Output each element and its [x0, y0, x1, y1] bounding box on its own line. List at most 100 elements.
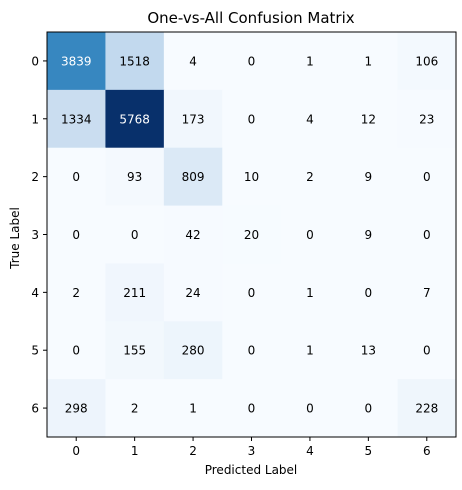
heatmap-cell — [105, 205, 165, 264]
cell-value-label: 0 — [423, 228, 431, 242]
cell-value-label: 1 — [306, 344, 314, 358]
heatmap-cell — [397, 89, 457, 149]
cell-value-label: 5768 — [119, 112, 150, 126]
heatmap-cell — [47, 321, 106, 380]
cell-value-label: 2 — [72, 286, 80, 300]
cell-value-label: 0 — [72, 344, 80, 358]
heatmap-cell — [222, 379, 282, 438]
cell-value-label: 809 — [182, 170, 205, 184]
cell-value-label: 1 — [306, 54, 314, 68]
heatmap-cell — [163, 147, 223, 207]
y-tick-label: 1 — [31, 112, 39, 126]
heatmap-cell — [339, 147, 399, 207]
cell-value-label: 0 — [72, 170, 80, 184]
cell-value-label: 106 — [415, 54, 438, 68]
heatmap-cell — [397, 32, 457, 91]
y-axis-ticks: 0 1 2 3 4 5 6 — [31, 54, 47, 416]
heatmap-cell — [339, 89, 399, 149]
cell-value-label: 0 — [365, 402, 373, 416]
heatmap-cell — [280, 89, 340, 149]
cell-value-label: 0 — [306, 402, 314, 416]
x-tick-label: 1 — [131, 444, 139, 458]
heatmap-cell — [339, 321, 399, 380]
x-tick-label: 3 — [248, 444, 256, 458]
cell-value-label: 0 — [248, 344, 256, 358]
y-tick-label: 3 — [31, 228, 39, 242]
cell-value-label: 4 — [189, 54, 197, 68]
heatmap-cell — [339, 379, 399, 438]
heatmap-cell — [105, 147, 165, 207]
heatmap-cell — [339, 205, 399, 264]
cell-value-label: 155 — [123, 344, 146, 358]
heatmap-cell — [339, 263, 399, 322]
heatmap-cell — [47, 147, 106, 207]
heatmap-cell — [163, 89, 223, 149]
cell-value-label: 298 — [65, 402, 88, 416]
heatmap-cell — [222, 205, 282, 264]
heatmap-cell — [47, 205, 106, 264]
cell-value-label: 1 — [365, 54, 373, 68]
cell-value-label: 0 — [131, 228, 139, 242]
heatmap-cell — [105, 89, 165, 149]
cell-value-label: 1 — [306, 286, 314, 300]
y-tick-label: 5 — [31, 344, 39, 358]
heatmap-cell — [105, 263, 165, 322]
cell-value-label: 24 — [185, 286, 200, 300]
cell-value-label: 20 — [244, 228, 259, 242]
cell-value-label: 228 — [415, 402, 438, 416]
heatmap-cell — [163, 205, 223, 264]
heatmap-cell — [280, 147, 340, 207]
cell-value-label: 0 — [423, 170, 431, 184]
cell-value-label: 9 — [365, 170, 373, 184]
heatmap-cell — [47, 89, 106, 149]
cell-value-label: 0 — [248, 112, 256, 126]
x-axis-label: Predicted Label — [205, 463, 298, 477]
x-tick-label: 2 — [189, 444, 197, 458]
cell-value-label: 1334 — [61, 112, 92, 126]
heatmap-cell — [397, 263, 457, 322]
cell-value-label: 0 — [423, 344, 431, 358]
heatmap-cell — [163, 379, 223, 438]
cell-value-label: 10 — [244, 170, 259, 184]
heatmap-cell — [105, 321, 165, 380]
heatmap-cell — [47, 32, 106, 91]
cell-value-label: 12 — [361, 112, 376, 126]
y-tick-label: 2 — [31, 170, 39, 184]
cell-value-label: 173 — [182, 112, 205, 126]
x-tick-label: 0 — [72, 444, 80, 458]
cell-value-label: 9 — [365, 228, 373, 242]
heatmap-cell — [397, 321, 457, 380]
cell-value-label: 7 — [423, 286, 431, 300]
heatmap-cell — [280, 263, 340, 322]
heatmap-cell — [397, 379, 457, 438]
cell-value-label: 211 — [123, 286, 146, 300]
heatmap-cell — [163, 32, 223, 91]
cell-value-label: 1518 — [119, 54, 150, 68]
y-axis-label: True Label — [8, 207, 22, 270]
heatmap-cell — [105, 32, 165, 91]
heatmap-cell — [163, 321, 223, 380]
cell-value-label: 280 — [182, 344, 205, 358]
x-tick-label: 6 — [423, 444, 431, 458]
y-tick-label: 6 — [31, 402, 39, 416]
cell-value-label: 93 — [127, 170, 142, 184]
cell-value-label: 0 — [248, 286, 256, 300]
cell-value-label: 0 — [72, 228, 80, 242]
cell-value-label: 0 — [248, 402, 256, 416]
cell-value-label: 1 — [189, 402, 197, 416]
x-tick-label: 4 — [306, 444, 314, 458]
cell-value-label: 13 — [361, 344, 376, 358]
heatmap-cell — [222, 147, 282, 207]
cell-value-label: 23 — [419, 112, 434, 126]
heatmap-cell — [222, 321, 282, 380]
x-axis-ticks: 0 1 2 3 4 5 6 — [72, 437, 431, 458]
cell-value-label: 0 — [365, 286, 373, 300]
heatmap-cell — [280, 321, 340, 380]
cell-value-label: 0 — [306, 228, 314, 242]
heatmap-cell — [222, 32, 282, 91]
heatmap-cell — [222, 89, 282, 149]
heatmap-cell — [339, 32, 399, 91]
cell-value-label: 3839 — [61, 54, 92, 68]
